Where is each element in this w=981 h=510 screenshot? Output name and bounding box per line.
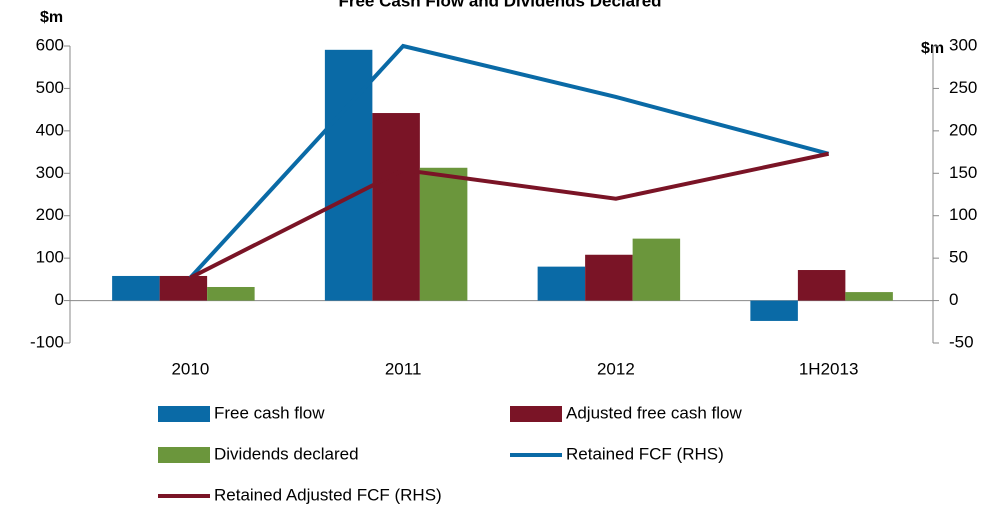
legend-swatch <box>510 406 562 422</box>
y-tick-label: 400 <box>36 120 64 139</box>
y-tick-label: 0 <box>55 290 64 309</box>
legend-label: Free cash flow <box>214 403 325 422</box>
legend-swatch <box>158 406 210 422</box>
y-tick-label: 300 <box>36 163 64 182</box>
y-tick-label: 100 <box>36 248 64 267</box>
bar <box>632 238 681 301</box>
bar <box>372 113 420 301</box>
bar <box>845 292 893 301</box>
bar <box>112 275 160 301</box>
y-tick-label: -100 <box>30 332 64 351</box>
legend-label: Adjusted free cash flow <box>566 403 742 422</box>
line <box>188 43 830 280</box>
bar <box>324 49 373 301</box>
chart-title: Free Cash Flow and Dividends Declared <box>338 0 661 10</box>
legend-swatch <box>158 447 210 463</box>
line <box>189 151 830 280</box>
y2-tick-label: 150 <box>949 163 977 182</box>
y-tick-label: 200 <box>36 205 64 224</box>
x-tick-label: 1H2013 <box>799 359 859 378</box>
y-tick-label: 500 <box>36 78 64 97</box>
bar <box>159 275 208 301</box>
bar <box>585 254 633 301</box>
y2-tick-label: 100 <box>949 205 977 224</box>
bar <box>537 266 586 301</box>
y-tick-label: 600 <box>36 35 64 54</box>
bar <box>207 286 255 301</box>
legend-label: Retained Adjusted FCF (RHS) <box>214 485 442 504</box>
y2-tick-label: 50 <box>949 248 968 267</box>
x-tick-label: 2011 <box>385 359 422 378</box>
y2-tick-label: 0 <box>949 290 958 309</box>
bar <box>750 300 798 321</box>
bar <box>419 167 468 301</box>
legend-label: Retained FCF (RHS) <box>566 444 724 463</box>
x-tick-label: 2010 <box>171 359 209 378</box>
y2-tick-label: 300 <box>949 35 977 54</box>
y2-tick-label: 250 <box>949 78 977 97</box>
y-axis-label: $m <box>40 9 63 26</box>
y2-tick-label: -50 <box>949 332 974 351</box>
x-tick-label: 2012 <box>597 359 635 378</box>
y2-tick-label: 200 <box>949 120 977 139</box>
legend-label: Dividends declared <box>214 444 359 463</box>
bar <box>797 270 846 301</box>
